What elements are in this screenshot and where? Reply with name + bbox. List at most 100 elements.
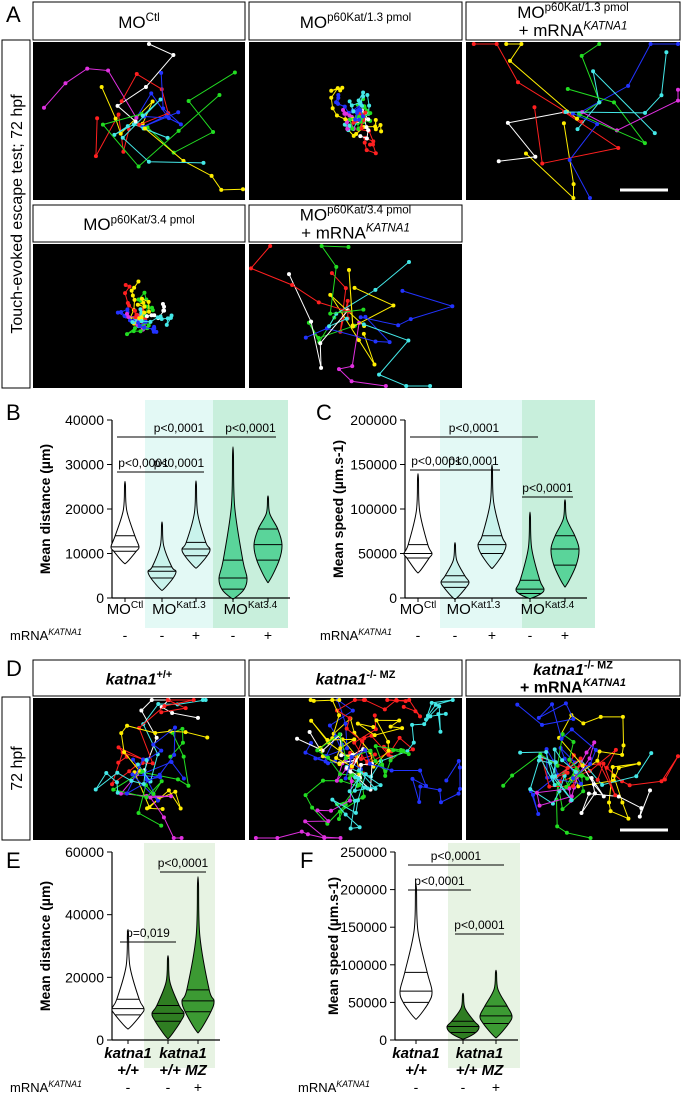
track-point [424,783,429,788]
y-tick-label: 250000 [340,844,387,860]
track-point [571,182,576,187]
label-base: katna1 [316,671,367,688]
track-point [100,122,105,127]
track-point [146,42,151,46]
track-point [400,288,405,293]
panel-title: MOp60Kat/1.3 pmol [300,12,411,32]
track-point [418,768,423,773]
comparison-label: p<0,0001 [522,481,573,495]
track-point [418,784,423,789]
track-point [578,781,583,786]
mrna-label: mRNAKATNA1 [320,627,392,643]
track-point [115,790,120,795]
track-point [330,106,335,111]
track-point [328,292,333,297]
track-point [569,798,574,803]
track-point [173,725,178,730]
track-point [570,784,575,789]
track-image [466,42,680,200]
track-point [374,718,379,723]
track-point [357,117,362,122]
track-point [311,698,316,703]
track-point [357,825,362,830]
track-point [571,196,576,200]
track-point [585,776,590,781]
mrna-sign: - [416,627,421,643]
track-point [132,297,137,302]
track-point [380,762,385,767]
label-base: MO [118,13,145,32]
track-point [249,266,253,271]
track-point [327,723,332,728]
track-point [567,786,572,791]
track-point [437,788,442,793]
track-point [201,160,206,165]
track-point [309,319,314,324]
track-point [346,244,351,249]
side-box [1,39,31,389]
track-point [165,316,170,321]
track-point [410,747,415,752]
side-label: Touch-evoked escape test; 72 hpf [9,94,26,334]
track-point [155,798,160,803]
track-point [351,109,356,114]
track-point [626,816,631,821]
track-point [406,752,411,757]
track-point [166,116,171,121]
track-point [334,778,339,783]
track [525,123,575,200]
label-base: MO [517,3,544,22]
track-point [350,126,355,131]
track-image [249,698,462,840]
track-point [127,284,132,289]
panel-title-line2: + mRNAKATNA1 [519,20,628,40]
track-point [600,782,605,787]
label-sup: Kat3.4 [545,600,575,611]
track-point [601,761,606,766]
track-point [349,103,354,108]
track-point [165,135,170,140]
track-point [41,105,46,110]
track-point [652,131,657,136]
label-sup: Ctl [131,600,143,611]
track-point [571,717,576,722]
track-point [372,713,377,718]
y-tick-label: 150000 [350,457,397,473]
label-base: MO [400,601,424,618]
track-point [149,698,154,702]
track-point [130,772,135,777]
track-point [111,787,116,792]
track-point [337,732,342,737]
track [95,759,148,793]
mrna-sign: - [528,627,533,643]
track-image [249,244,462,388]
track-point [510,773,515,778]
track-point [569,727,574,732]
track-point [410,722,415,727]
track-point [588,761,593,766]
track-point [309,741,314,746]
y-tick-label: 20000 [65,969,104,985]
track-point [130,320,135,325]
track-point [358,315,363,320]
track-point [180,740,185,745]
track-point [443,711,448,716]
track-point [343,286,348,291]
track-point [209,173,214,178]
track-point [496,159,501,164]
track-point [518,750,523,755]
label-sup: p60Kat/1.3 pmol [327,12,411,24]
track-point [552,782,557,787]
track-point [364,125,369,130]
track-point [303,750,308,755]
track-point [424,717,429,722]
group-label: katna1 [456,1045,504,1062]
track-point [471,42,476,46]
track-point [676,754,680,759]
track-point [575,116,580,121]
track-point [592,740,597,745]
label-base: MO [107,601,131,618]
track-point [316,336,321,341]
track-point [139,319,144,324]
track-point [373,151,378,156]
